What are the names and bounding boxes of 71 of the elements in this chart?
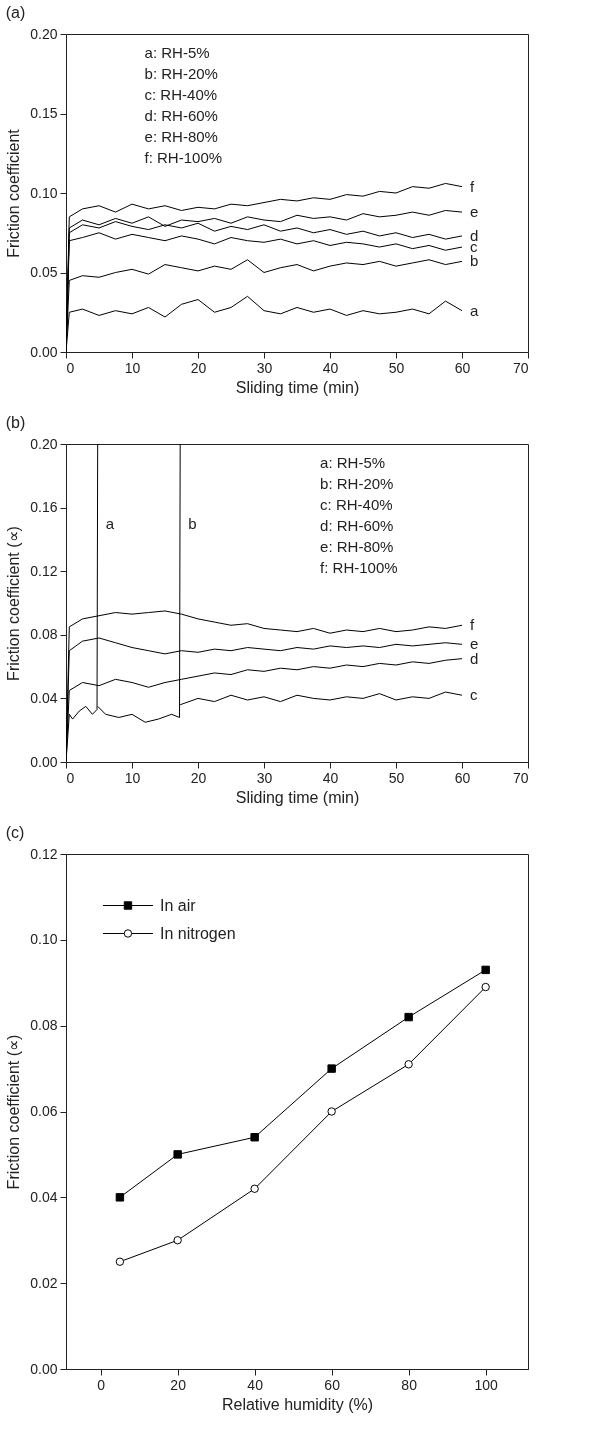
x-tick-label: 20: [170, 1376, 187, 1393]
x-tick-label: 40: [322, 359, 339, 376]
y-tick-label: 0.05: [30, 264, 58, 280]
y-tick-label: 0.04: [30, 1188, 58, 1205]
y-axis-title: Friction coefficient (∝): [5, 526, 23, 681]
chart-title: (c): [5, 824, 25, 841]
x-tick-label: 0: [66, 769, 75, 786]
series-label: b: [470, 252, 479, 270]
x-tick-label: 50: [388, 769, 405, 786]
chart-title: (b): [5, 414, 26, 431]
y-tick-label: 0.00: [30, 1360, 58, 1377]
x-tick-label: 20: [190, 769, 207, 786]
y-axis-title: Friction coefficient (∝): [5, 1034, 23, 1190]
y-tick-label: 0.00: [30, 343, 58, 360]
annotation: f: RH-100%: [144, 149, 223, 167]
x-tick-label: 30: [256, 769, 273, 786]
annotation: a: RH-5%: [320, 454, 386, 472]
series-label: e: [470, 203, 479, 221]
y-tick-label: 0.15: [30, 105, 58, 121]
annotation: c: RH-40%: [320, 496, 393, 514]
x-tick-label: 50: [388, 359, 405, 376]
x-tick-label: 70: [512, 359, 529, 376]
x-tick-label: 80: [401, 1376, 418, 1393]
x-axis-title: Sliding time (min): [235, 788, 360, 806]
chart-title: (a): [5, 4, 26, 21]
x-tick-label: 40: [247, 1376, 264, 1393]
x-tick-label: 40: [322, 769, 339, 786]
y-tick-label: 0.10: [30, 184, 58, 201]
series-label: b: [188, 514, 197, 532]
annotation: d: RH-60%: [320, 517, 394, 535]
annotation: d: RH-60%: [144, 107, 218, 125]
x-tick-label: 30: [256, 359, 273, 376]
legend-label: In nitrogen: [159, 924, 236, 942]
x-tick-label: 100: [474, 1376, 499, 1393]
annotation: a: RH-5%: [144, 44, 210, 62]
x-tick-label: 0: [97, 1376, 106, 1393]
x-tick-label: 0: [66, 359, 75, 376]
series-label: a: [470, 301, 479, 319]
annotation: c: RH-40%: [144, 86, 218, 104]
series-label: c: [470, 686, 478, 704]
y-tick-label: 0.10: [30, 931, 58, 948]
x-axis-title: Sliding time (min): [235, 378, 360, 396]
annotation: e: RH-80%: [144, 128, 218, 146]
y-tick-label: 0.12: [30, 562, 58, 579]
x-tick-label: 20: [190, 359, 207, 376]
y-tick-label: 0.08: [30, 1017, 58, 1034]
annotation: e: RH-80%: [320, 538, 394, 556]
y-tick-label: 0.06: [30, 1103, 58, 1119]
x-tick-label: 10: [124, 359, 141, 376]
annotation: b: RH-20%: [320, 475, 394, 493]
y-tick-label: 0.12: [30, 845, 58, 862]
y-tick-label: 0.00: [30, 753, 58, 770]
y-tick-label: 0.20: [30, 435, 58, 452]
series-label: a: [105, 514, 115, 532]
annotation: b: RH-20%: [144, 65, 218, 83]
x-tick-label: 10: [124, 769, 141, 786]
x-axis-title: Relative humidity (%): [221, 1395, 374, 1413]
y-tick-label: 0.20: [30, 25, 58, 42]
x-tick-label: 60: [454, 769, 471, 786]
y-tick-label: 0.16: [30, 499, 58, 516]
series-label: f: [470, 177, 475, 195]
y-axis-title: Friction coefficient: [5, 128, 23, 258]
annotation: f: RH-100%: [320, 559, 398, 577]
legend-label: In air: [159, 896, 197, 914]
y-tick-label: 0.04: [30, 689, 58, 706]
x-tick-label: 70: [512, 769, 529, 786]
y-tick-label: 0.08: [30, 626, 58, 643]
x-tick-label: 60: [324, 1376, 341, 1393]
series-label: f: [470, 616, 475, 634]
y-tick-label: 0.02: [30, 1274, 58, 1291]
x-tick-label: 60: [454, 359, 471, 376]
